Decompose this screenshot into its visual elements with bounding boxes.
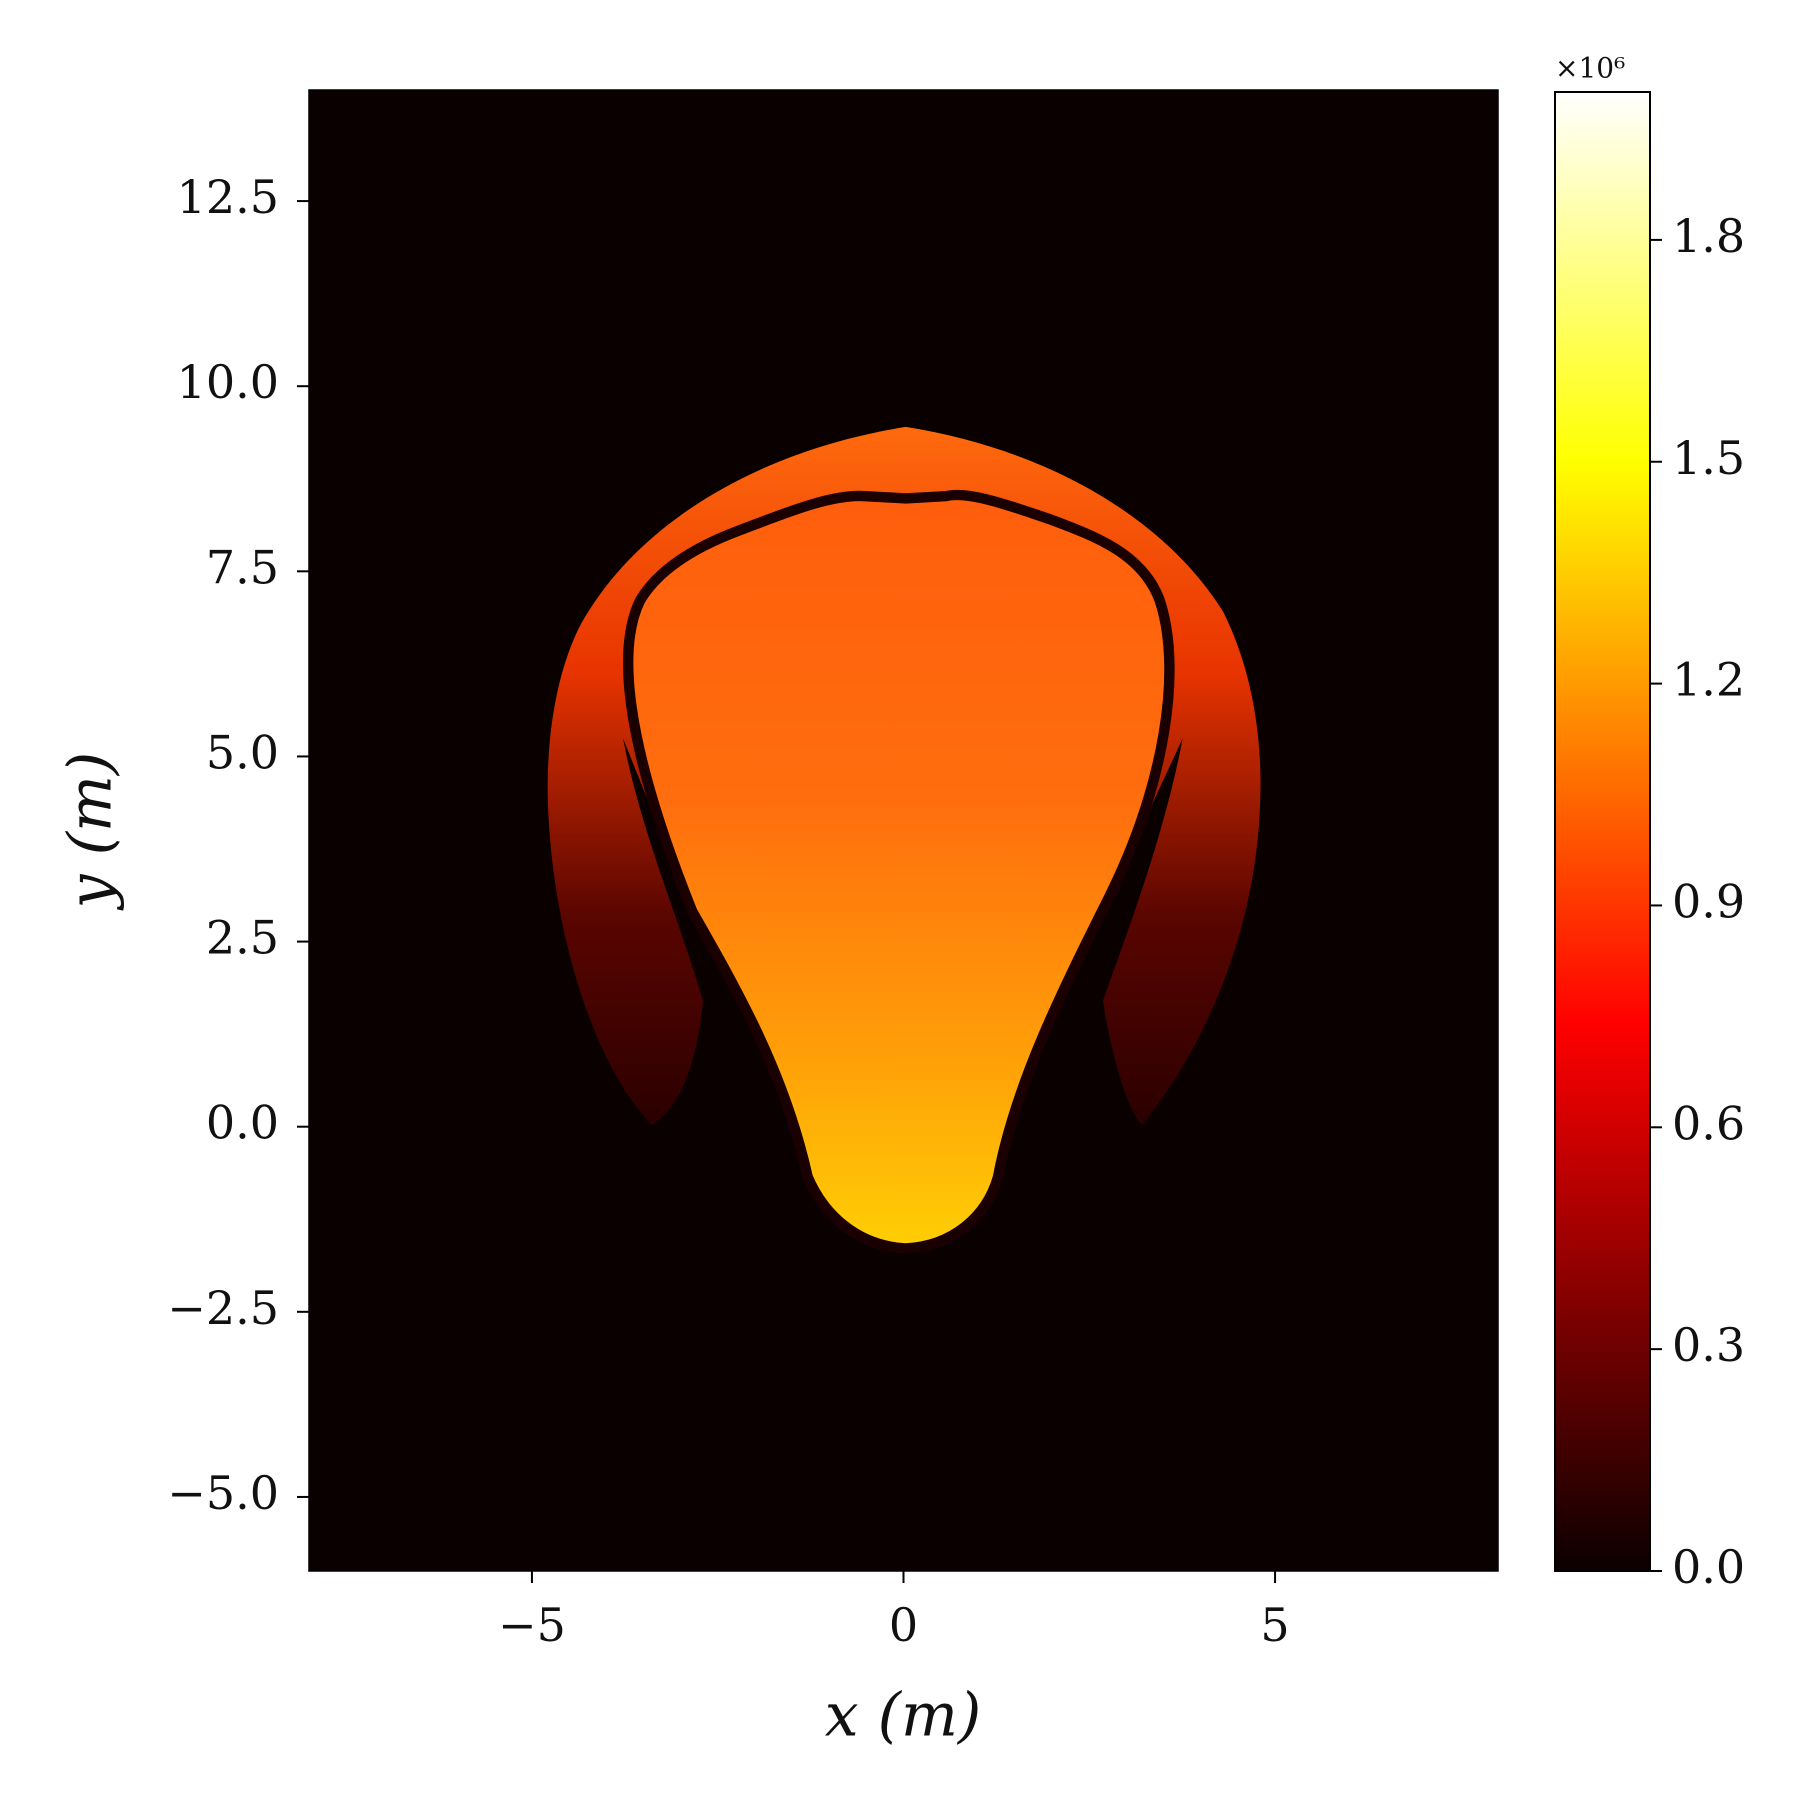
colorbar-tick-label: 0.0: [1672, 1540, 1745, 1594]
colorbar-tick-label: 1.2: [1672, 653, 1745, 707]
x-axis-label: x (m): [825, 1681, 982, 1751]
y-tick-label: 10.0: [177, 355, 279, 409]
y-tick-label: 12.5: [177, 170, 279, 224]
colorbar: [1554, 91, 1651, 1572]
y-axis-label: y (m): [56, 752, 126, 912]
y-tick-label: 5.0: [206, 725, 279, 779]
gap: [998, 738, 1183, 1189]
y-tick-label: 7.5: [206, 540, 279, 594]
x-tick-label: −5: [498, 1598, 566, 1652]
field: [547, 426, 1261, 1254]
x-tick-label: 0: [889, 1598, 918, 1652]
colorbar-tick-label: 1.8: [1672, 209, 1745, 263]
colorbar-tick-label: 0.9: [1672, 874, 1745, 928]
colorbar-tick-label: 1.5: [1672, 431, 1745, 485]
x-tick-label: 5: [1260, 1598, 1289, 1652]
y-tick-label: 2.5: [206, 911, 279, 965]
colorbar-offset: ×10⁶: [1555, 52, 1625, 85]
gap: [623, 738, 808, 1189]
colorbar-tick-label: 0.6: [1672, 1096, 1745, 1150]
colorbar-tick-label: 0.3: [1672, 1318, 1745, 1372]
y-tick-label: −5.0: [167, 1466, 279, 1520]
y-tick-label: 0.0: [206, 1096, 279, 1150]
inner-body: [623, 489, 1175, 1254]
y-tick-label: −2.5: [167, 1281, 279, 1335]
